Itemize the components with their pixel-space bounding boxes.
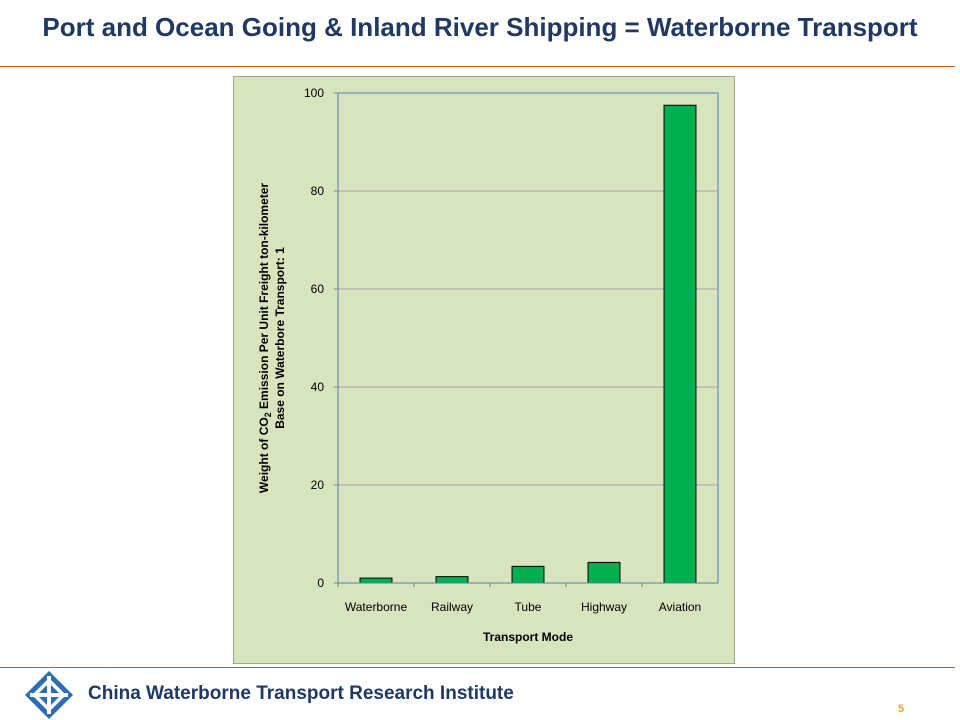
bar-chart: 0 20 40 60 80 100 Waterborne Railway Tube Highway… <box>257 86 719 644</box>
y-tick-label: 20 <box>311 478 325 492</box>
title-divider <box>0 66 955 67</box>
x-tick-label-railway: Railway <box>431 600 473 614</box>
y-axis-title: Weight of CO2 Emission Per Unit Freight … <box>257 183 287 493</box>
y-tick-label: 60 <box>311 282 325 296</box>
y-tick-label: 0 <box>317 576 324 590</box>
svg-text:Weight of CO2 Emission Per Uni: Weight of CO2 Emission Per Unit Freight … <box>257 183 273 493</box>
x-axis-title: Transport Mode <box>483 630 573 644</box>
bar-aviation <box>663 104 697 584</box>
x-tick-label-waterborne: Waterborne <box>345 600 408 614</box>
footer-divider <box>0 667 955 668</box>
x-tick-label-aviation: Aviation <box>659 600 701 614</box>
bars <box>359 104 697 584</box>
tick-labels: 0 20 40 60 80 100 Waterborne Railway Tube Highway… <box>304 86 701 614</box>
chart-panel: 0 20 40 60 80 100 Waterborne Railway Tube Highway… <box>233 76 735 664</box>
gridlines <box>338 190 718 486</box>
bar-waterborne <box>359 577 393 584</box>
bar-tube <box>511 565 545 584</box>
y-axis-title-part2: Emission Per Unit Freight ton-kilometer <box>257 183 271 413</box>
slide-title: Port and Ocean Going & Inland River Ship… <box>42 12 918 42</box>
bar-highway <box>587 561 621 584</box>
y-tick-label: 100 <box>304 86 324 100</box>
institute-name: China Waterborne Transport Research Inst… <box>88 683 514 704</box>
page-number: 5 <box>898 703 905 715</box>
y-axis-title-subscript: 2 <box>263 412 273 417</box>
institute-logo <box>25 671 73 719</box>
y-tick-label: 80 <box>311 184 325 198</box>
bar-railway <box>435 576 469 584</box>
x-tick-label-tube: Tube <box>515 600 542 614</box>
y-axis-title-part1: Weight of CO <box>257 417 271 493</box>
x-tick-label-highway: Highway <box>581 600 627 614</box>
plot-area-border <box>337 92 719 584</box>
y-axis-title-line2: Base on Waterbore Transport: 1 <box>273 247 287 429</box>
y-tick-label: 40 <box>311 380 325 394</box>
